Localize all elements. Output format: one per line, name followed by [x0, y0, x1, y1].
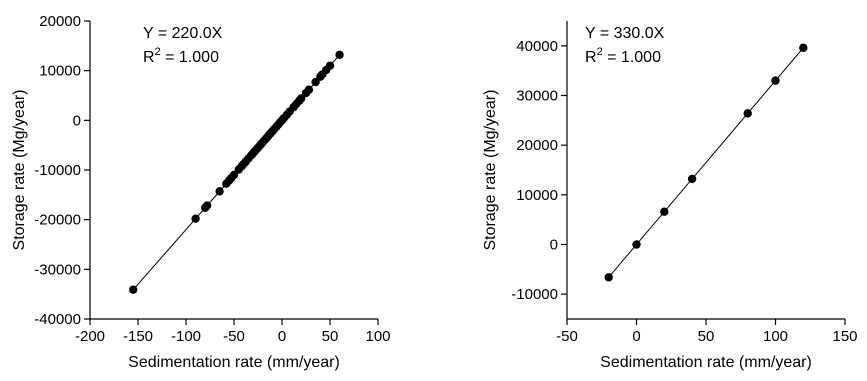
- y-tick-label: 10000: [516, 187, 558, 204]
- y-tick-label: 20000: [516, 137, 558, 154]
- chart-left: -200 -150 -100 -50 0 50 100 -40000 -30000 -20000 -…: [11, 13, 391, 371]
- r-squared: R2 = 1.000: [585, 46, 661, 66]
- fit-line: [608, 47, 804, 278]
- data-point: [191, 214, 200, 223]
- r-squared-value: = 1.000: [161, 49, 219, 66]
- y-tick-label: -10000: [511, 286, 558, 303]
- data-point: [660, 207, 669, 216]
- data-point: [202, 201, 212, 210]
- data-point: [311, 77, 320, 87]
- data-point: [799, 43, 808, 53]
- r-squared-symbol: R: [143, 49, 155, 66]
- x-tick-label: -50: [556, 328, 578, 345]
- x-tick-label: 0: [278, 328, 286, 345]
- y-tick-label: -10000: [34, 162, 81, 179]
- x-tick-label: -100: [171, 328, 201, 345]
- x-tick-label: 100: [763, 328, 788, 345]
- x-axis-title: Sedimentation rate (mm/year): [600, 354, 812, 371]
- x-axis-title: Sedimentation rate (mm/year): [128, 354, 340, 371]
- x-tick-label: 100: [365, 328, 390, 345]
- data-point: [297, 94, 306, 103]
- y-tick-label: 40000: [516, 38, 558, 55]
- y-tick-label: -40000: [34, 311, 81, 328]
- data-point: [215, 187, 224, 196]
- r-squared: R2 = 1.000: [143, 46, 219, 66]
- x-tick-label: 0: [632, 328, 640, 345]
- x-tick-label: -50: [223, 328, 245, 345]
- data-point: [325, 61, 335, 70]
- y-tick-label: 10000: [39, 63, 81, 80]
- x-tick-label: 50: [698, 328, 715, 345]
- regression-equation: Y = 220.0X: [143, 25, 223, 42]
- y-axis-title: Storage rate (Mg/year): [11, 90, 28, 251]
- data-point: [687, 174, 697, 184]
- y-tick-label: -30000: [34, 261, 81, 278]
- y-tick-label: -20000: [34, 212, 81, 229]
- data-point: [129, 285, 138, 294]
- data-point: [229, 170, 239, 180]
- y-tick-label: 0: [550, 237, 558, 254]
- data-point: [632, 240, 641, 249]
- y-axis-title: Storage rate (Mg/year): [482, 90, 499, 251]
- regression-equation: Y = 330.0X: [585, 25, 665, 42]
- y-tick-label: 20000: [39, 13, 81, 30]
- r-squared-symbol: R: [585, 49, 597, 66]
- x-tick-label: -150: [123, 328, 153, 345]
- chart-right: -50 0 50 100 150 -10000 0 10000 20000 30000 40000 S…: [482, 21, 858, 371]
- y-tick-label: 30000: [516, 88, 558, 105]
- x-tick-label: 150: [832, 328, 857, 345]
- r-squared-value: = 1.000: [603, 49, 661, 66]
- data-point: [304, 85, 314, 94]
- data-point: [771, 76, 780, 85]
- data-point: [335, 50, 344, 59]
- r-squared-superscript: 2: [155, 46, 161, 58]
- x-tick-label: 50: [322, 328, 339, 345]
- x-tick-label: -200: [75, 328, 105, 345]
- r-squared-superscript: 2: [597, 46, 603, 58]
- data-point: [604, 273, 613, 282]
- y-tick-label: 0: [73, 112, 81, 129]
- data-point: [743, 109, 752, 118]
